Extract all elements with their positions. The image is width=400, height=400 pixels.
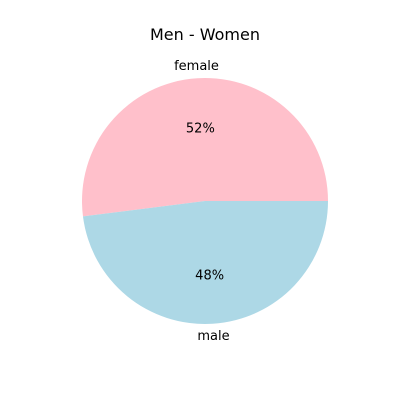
pie-slice-male	[82, 201, 328, 325]
percent-label-male: 48%	[195, 269, 224, 284]
slice-label-male: male	[197, 329, 229, 344]
slice-label-female: female	[174, 59, 219, 74]
percent-label-female: 52%	[186, 121, 215, 136]
pie-labels: female 52% male 48%	[174, 59, 230, 344]
pie-slice-female	[82, 78, 328, 217]
chart-title: Men - Women	[150, 25, 260, 44]
pie-slices	[82, 78, 328, 325]
